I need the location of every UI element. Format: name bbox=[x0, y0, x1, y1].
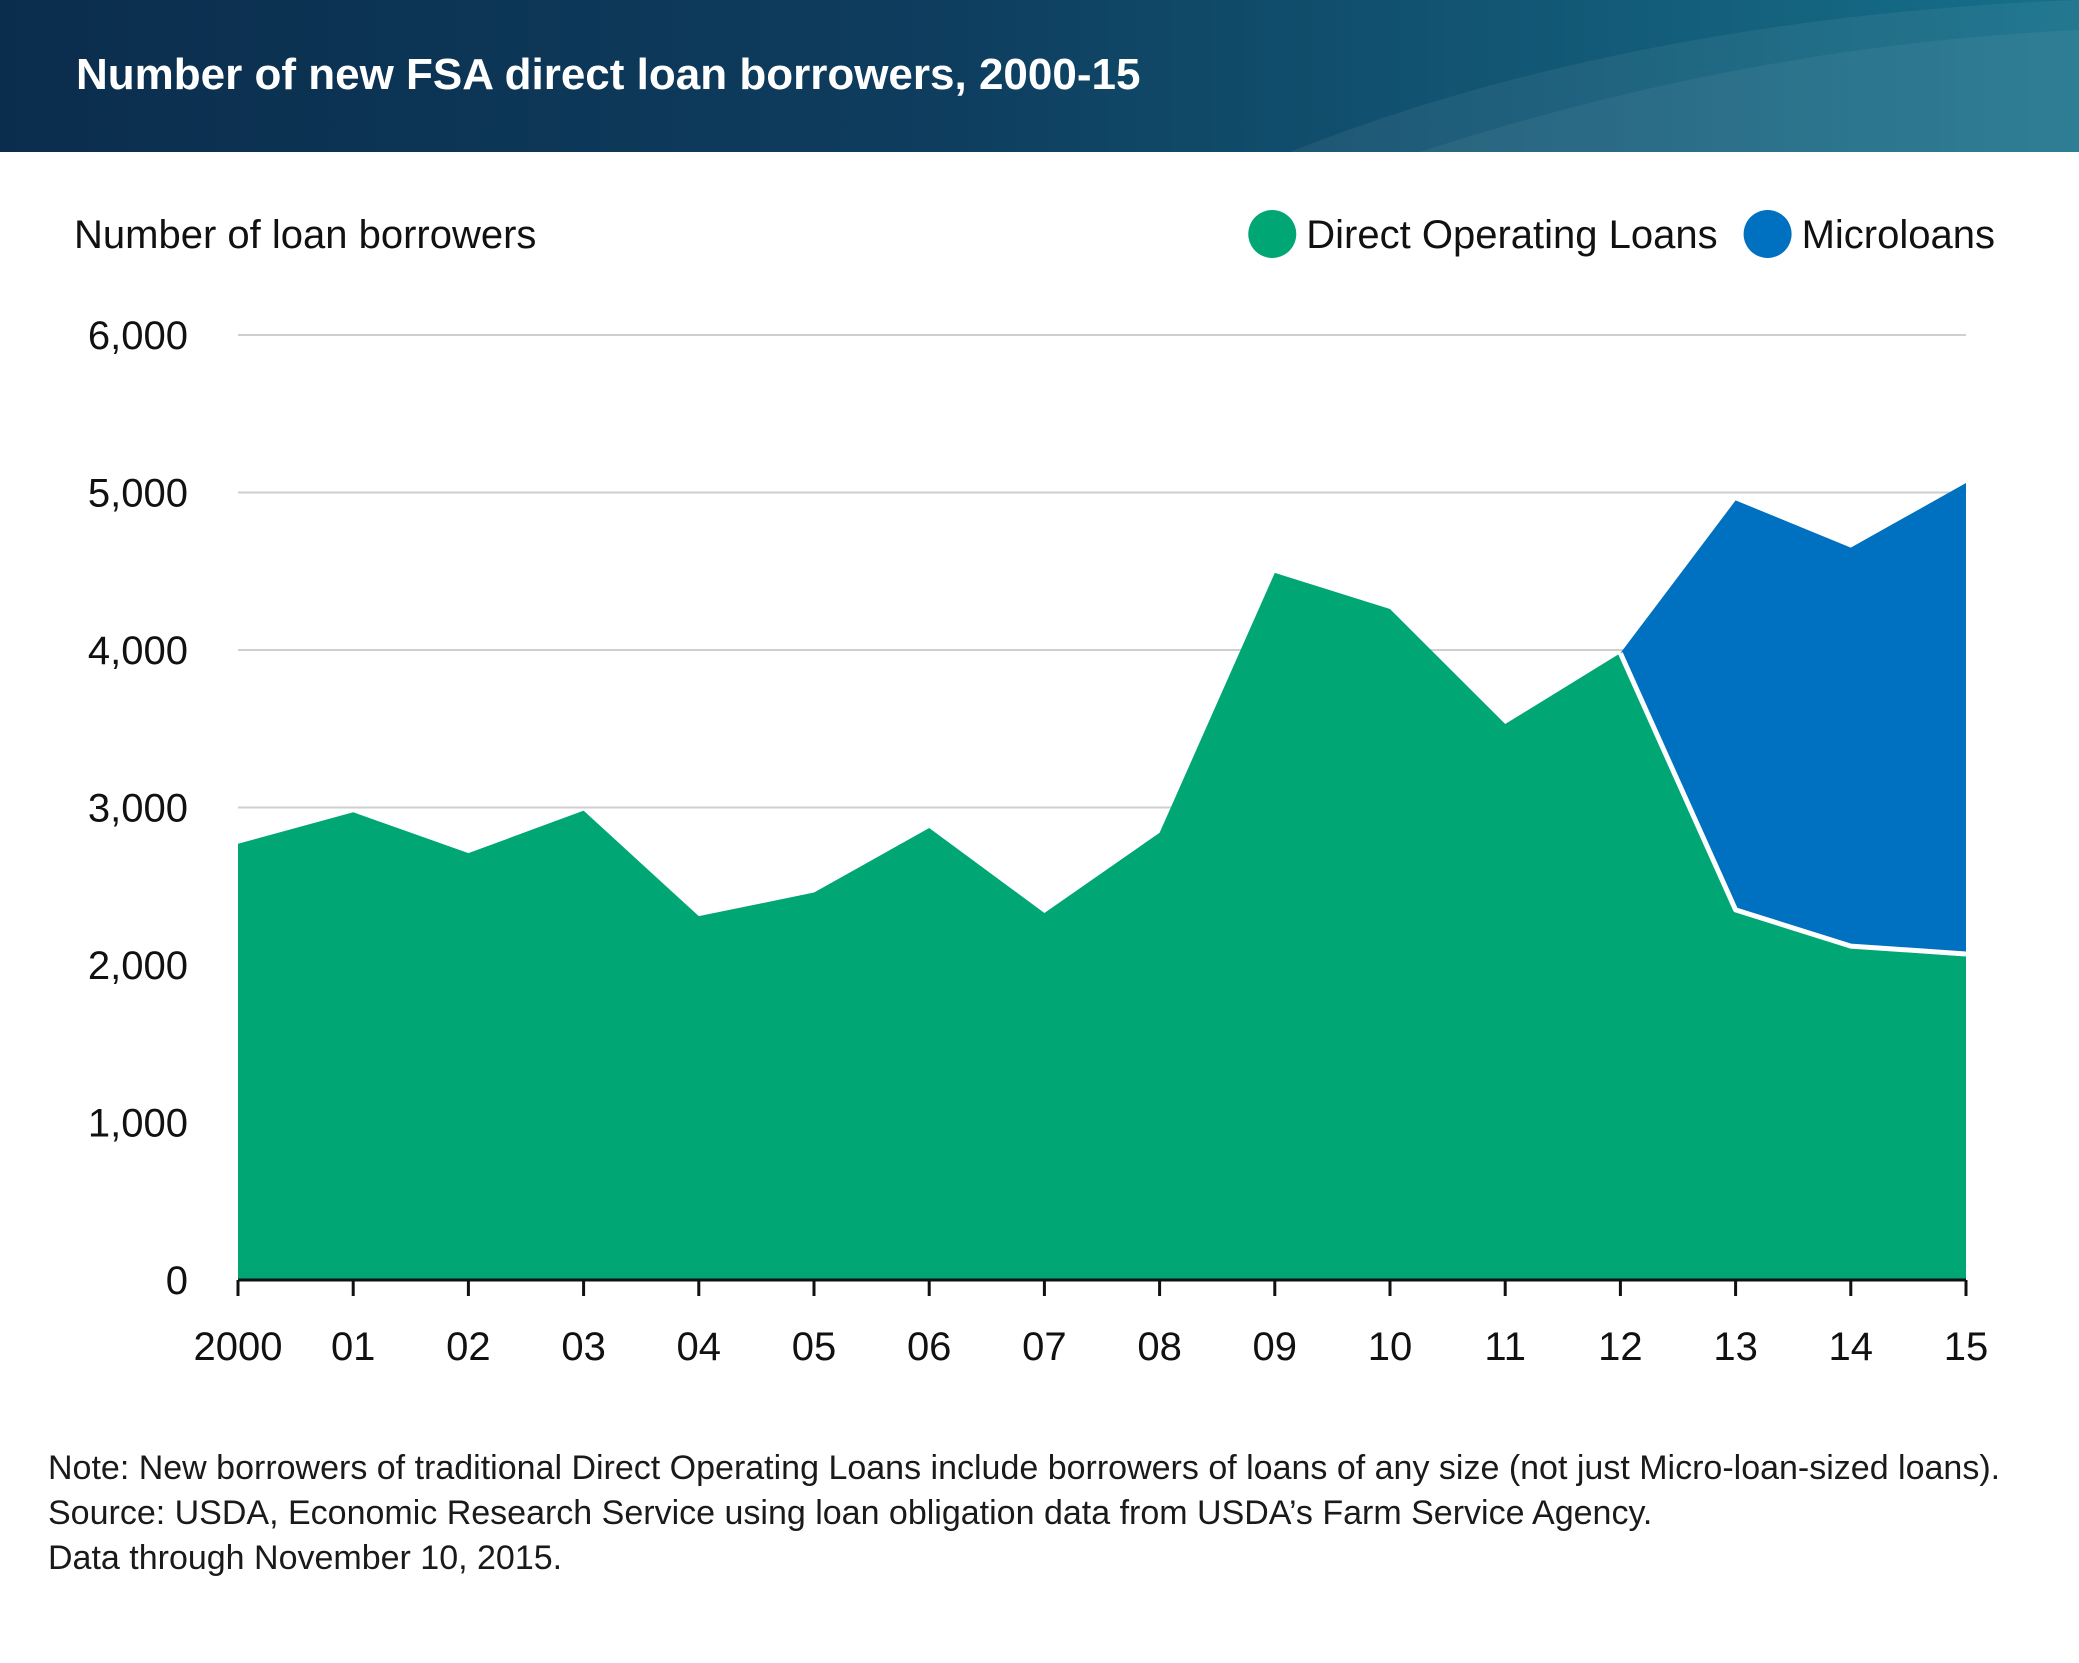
x-tick-label: 08 bbox=[1137, 1325, 1182, 1369]
x-tick-label: 07 bbox=[1022, 1325, 1067, 1369]
x-tick-label: 11 bbox=[1484, 1325, 1526, 1369]
area-direct-operating-loans bbox=[238, 572, 1966, 1280]
area-microloans bbox=[1620, 483, 1966, 954]
x-tick-label: 09 bbox=[1253, 1325, 1298, 1369]
x-tick-label: 03 bbox=[561, 1325, 606, 1369]
y-tick-label: 1,000 bbox=[88, 1102, 188, 1146]
y-tick-label: 4,000 bbox=[88, 629, 188, 673]
chart-header: Number of new FSA direct loan borrowers,… bbox=[0, 0, 2079, 152]
y-tick-label: 0 bbox=[166, 1259, 188, 1303]
y-tick-label: 5,000 bbox=[88, 472, 188, 516]
series-boundary-line bbox=[1618, 652, 1967, 957]
y-axis-label: Number of loan borrowers bbox=[74, 213, 536, 257]
chart-legend: Microloans Direct Operating Loans bbox=[1248, 210, 1995, 258]
x-tick-label: 04 bbox=[677, 1325, 722, 1369]
series-areas bbox=[238, 483, 1967, 1280]
y-axis-ticks: 0 1,000 2,000 3,000 4,000 5,000 6,000 bbox=[88, 314, 188, 1303]
legend-label: Direct Operating Loans bbox=[1306, 213, 1717, 257]
y-tick-label: 2,000 bbox=[88, 944, 188, 988]
chart-notes: Note: New borrowers of traditional Direc… bbox=[48, 1446, 2038, 1581]
x-tick-label: 13 bbox=[1713, 1325, 1758, 1369]
x-tick-label: 06 bbox=[907, 1325, 952, 1369]
x-tick-label: 2000 bbox=[194, 1325, 283, 1369]
x-tick-label: 14 bbox=[1829, 1325, 1874, 1369]
legend-swatch bbox=[1248, 210, 1297, 258]
area-chart: Number of loan borrowers Microloans Direc… bbox=[74, 210, 1995, 1369]
note-text: Note: New borrowers of traditional Direc… bbox=[48, 1449, 2001, 1487]
legend-label: Microloans bbox=[1802, 213, 1995, 257]
source-text: Source: USDA, Economic Research Service … bbox=[48, 1494, 1653, 1532]
x-tick-label: 05 bbox=[792, 1325, 837, 1369]
y-tick-label: 3,000 bbox=[88, 787, 188, 831]
header-swoosh-decoration bbox=[1290, 0, 2079, 152]
x-tick-label: 12 bbox=[1598, 1325, 1643, 1369]
x-tick-label: 01 bbox=[331, 1325, 376, 1369]
x-tick-label: 15 bbox=[1944, 1325, 1989, 1369]
y-tick-label: 6,000 bbox=[88, 314, 188, 358]
chart-title: Number of new FSA direct loan borrowers,… bbox=[76, 50, 1141, 99]
legend-swatch bbox=[1743, 210, 1792, 258]
x-tick-label: 02 bbox=[446, 1325, 491, 1369]
x-axis: 2000 01 02 03 04 05 06 07 08 09 10 11 12 13 14 15 bbox=[194, 1278, 1989, 1369]
x-tick-label: 10 bbox=[1368, 1325, 1413, 1369]
data-through-text: Data through November 10, 2015. bbox=[48, 1539, 563, 1577]
